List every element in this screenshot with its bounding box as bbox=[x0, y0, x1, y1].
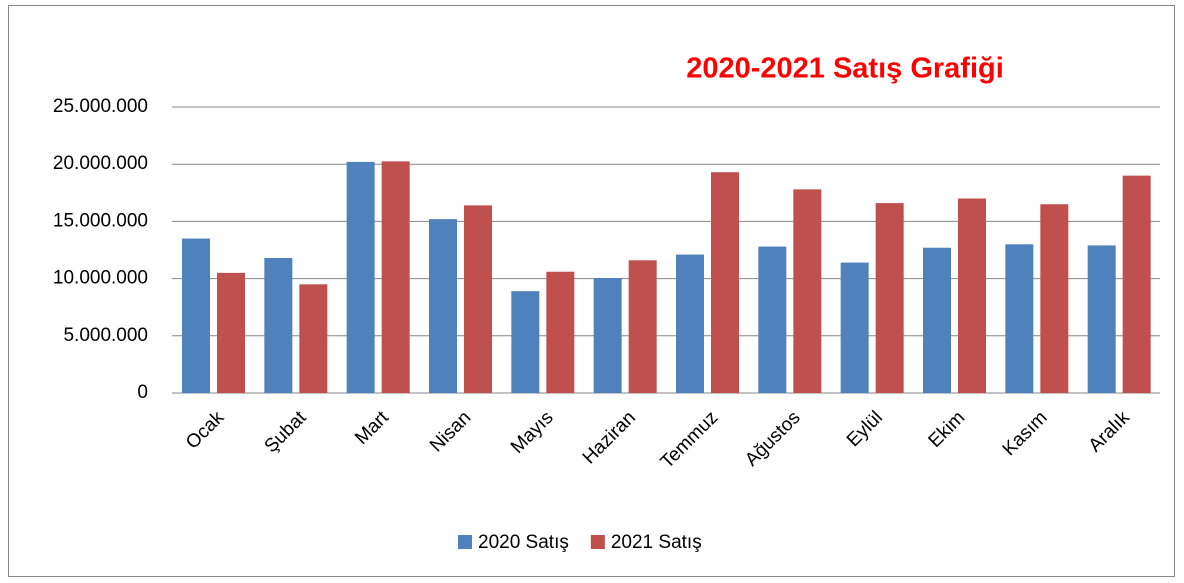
bar bbox=[1040, 204, 1069, 393]
bar bbox=[511, 291, 540, 393]
legend-swatch bbox=[458, 535, 472, 549]
y-tick-label: 10.000.000 bbox=[53, 268, 148, 289]
bar bbox=[429, 219, 457, 393]
bar bbox=[711, 172, 739, 393]
legend-label: 2021 Satış bbox=[611, 532, 702, 553]
bar bbox=[464, 205, 492, 393]
legend-swatch bbox=[590, 535, 605, 549]
chart-title: 2020-2021 Satış Grafiği bbox=[686, 53, 1004, 85]
bar bbox=[182, 238, 210, 393]
y-tick-label: 0 bbox=[137, 382, 148, 403]
bar bbox=[840, 262, 869, 393]
y-tick-label: 5.000.000 bbox=[63, 325, 148, 346]
bar bbox=[628, 260, 657, 393]
bar bbox=[593, 278, 622, 393]
y-tick-label: 25.000.000 bbox=[53, 96, 148, 117]
bar bbox=[217, 272, 245, 393]
y-tick-label: 15.000.000 bbox=[53, 210, 148, 231]
bar bbox=[793, 189, 822, 393]
bar bbox=[958, 198, 986, 393]
y-tick-label: 20.000.000 bbox=[53, 153, 148, 174]
bar bbox=[676, 254, 704, 393]
bar bbox=[546, 271, 575, 393]
legend-label: 2020 Satış bbox=[478, 532, 569, 553]
bar bbox=[758, 246, 787, 393]
bar bbox=[1087, 245, 1116, 393]
bar bbox=[875, 203, 904, 393]
bar bbox=[1005, 244, 1034, 393]
bar bbox=[1122, 175, 1151, 393]
bar bbox=[264, 258, 293, 393]
bar bbox=[923, 247, 951, 393]
bar bbox=[299, 284, 328, 393]
bar bbox=[346, 161, 375, 393]
bar bbox=[381, 161, 410, 393]
